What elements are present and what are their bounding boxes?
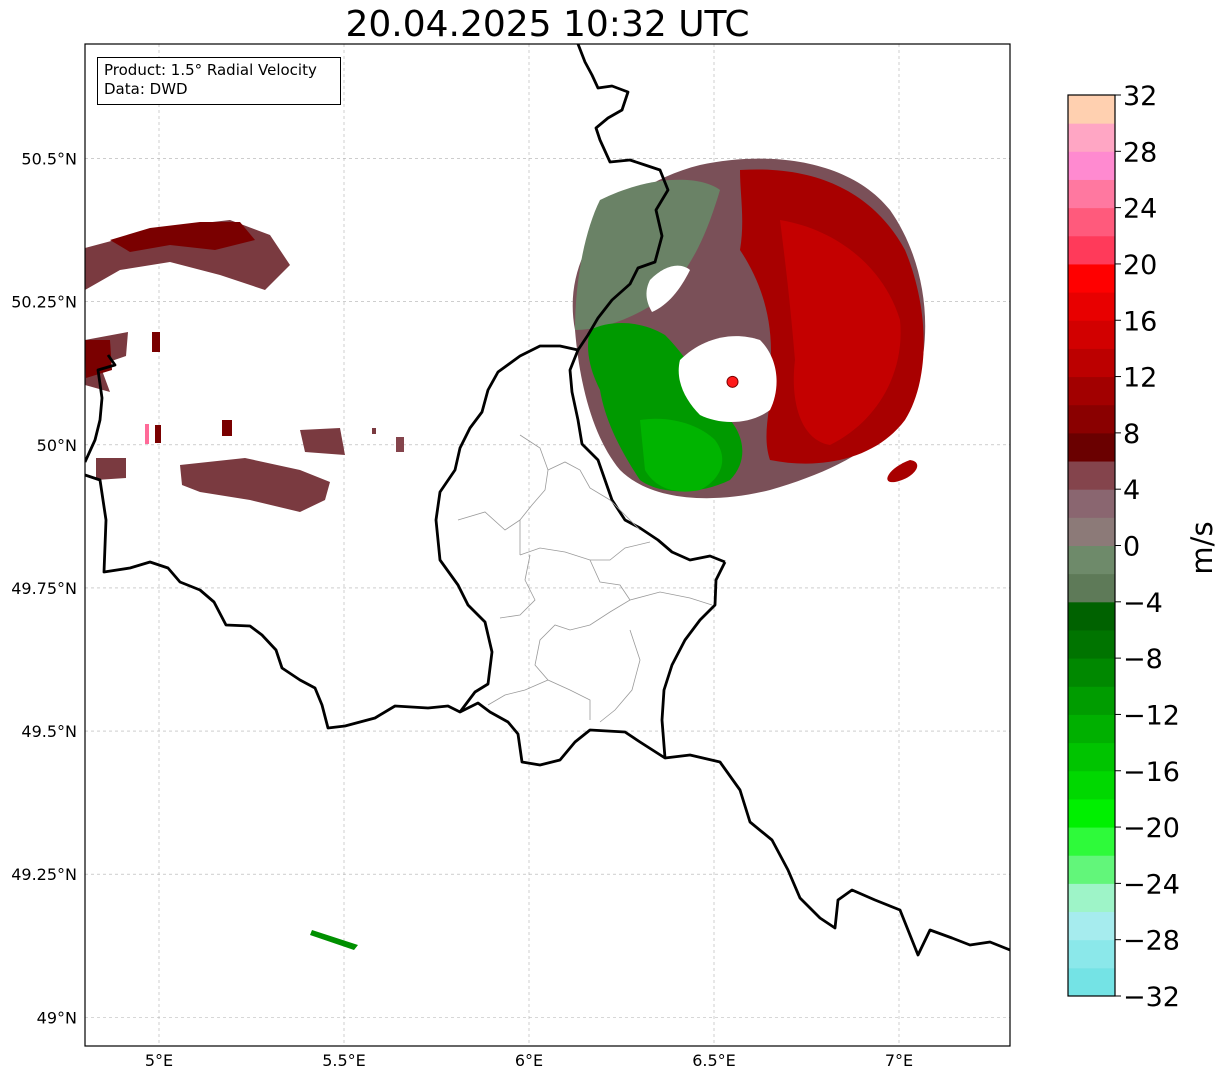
colorbar-swatch	[1068, 939, 1115, 969]
map-title: 20.04.2025 10:32 UTC	[345, 4, 750, 45]
colorbar-tick-label: −8	[1123, 644, 1163, 675]
colorbar-swatch	[1068, 123, 1115, 152]
info-box: Product: 1.5° Radial Velocity Data: DWD	[97, 57, 341, 105]
colorbar-tick-label: 28	[1123, 137, 1157, 168]
info-data-source: Data: DWD	[104, 80, 188, 98]
colorbar-swatch	[1068, 348, 1115, 378]
colorbar-tick-labels: 32 28 24 20 16 12 8 4 0 −4 −8 −12 −16 −20 −24 −28 −32	[1115, 81, 1180, 1013]
colorbar-swatch	[1068, 235, 1115, 265]
colorbar-swatch	[1068, 207, 1115, 237]
colorbar-swatch	[1068, 376, 1115, 406]
colorbar-tick-label: −20	[1123, 813, 1180, 844]
lon-tick-labels: 5°E 5.5°E 6°E 6.5°E 7°E	[145, 1051, 913, 1070]
colorbar-swatch	[1068, 855, 1115, 884]
colorbar-swatch	[1068, 489, 1115, 518]
colorbar-swatch	[1068, 432, 1115, 462]
lat-tick-label: 50.25°N	[11, 293, 77, 312]
colorbar-swatch	[1068, 545, 1115, 575]
colorbar-tick-label: −24	[1123, 869, 1180, 900]
colorbar-swatch	[1068, 517, 1115, 546]
colorbar-swatch	[1068, 320, 1115, 349]
radar-echo-west	[85, 220, 404, 950]
lon-tick-label: 5°E	[145, 1051, 173, 1070]
colorbar-tick-label: 32	[1123, 81, 1157, 112]
colorbar-swatch	[1068, 911, 1115, 941]
colorbar-tick-label: 0	[1123, 532, 1140, 563]
colorbar-swatch	[1068, 686, 1115, 715]
colorbar-swatch	[1068, 714, 1115, 744]
info-product: Product: 1.5° Radial Velocity	[104, 61, 317, 79]
colorbar-swatch	[1068, 827, 1115, 856]
colorbar-swatch	[1068, 404, 1115, 434]
colorbar-tick-label: −12	[1123, 700, 1180, 731]
colorbar-swatch	[1068, 573, 1115, 603]
colorbar: 32 28 24 20 16 12 8 4 0 −4 −8 −12 −16 −20 −24 −28 −32 m/…	[1067, 81, 1219, 1013]
lat-tick-label: 49.25°N	[11, 865, 77, 884]
colorbar-unit-label: m/s	[1185, 521, 1219, 574]
colorbar-tick-label: −4	[1123, 588, 1163, 619]
lat-tick-labels: 50.5°N 50.25°N 50°N 49.75°N 49.5°N 49.25°N 49°…	[11, 150, 77, 1028]
colorbar-tick-label: −16	[1123, 757, 1180, 788]
lat-tick-label: 50°N	[37, 436, 77, 455]
lon-tick-label: 7°E	[885, 1051, 913, 1070]
colorbar-swatch	[1068, 263, 1115, 293]
colorbar-swatch	[1068, 883, 1115, 913]
colorbar-tick-label: 24	[1123, 194, 1157, 225]
colorbar-swatch	[1068, 967, 1115, 997]
colorbar-tick-label: 20	[1123, 250, 1157, 281]
lat-tick-label: 50.5°N	[21, 150, 77, 169]
lon-tick-label: 6°E	[515, 1051, 543, 1070]
radar-site-marker	[726, 375, 739, 388]
colorbar-tick-label: −28	[1123, 926, 1180, 957]
colorbar-tick-label: 8	[1123, 419, 1140, 450]
colorbar-swatch	[1068, 95, 1115, 124]
colorbar-swatch	[1068, 151, 1115, 180]
lat-tick-label: 49°N	[37, 1008, 77, 1027]
radar-echoes	[85, 158, 926, 950]
colorbar-swatch	[1068, 629, 1115, 659]
radar-echo-main	[572, 158, 926, 499]
lat-tick-label: 49.5°N	[21, 722, 77, 741]
colorbar-swatch	[1068, 742, 1115, 772]
colorbar-swatch	[1068, 292, 1115, 321]
country-borders	[85, 44, 1010, 957]
colorbar-swatch	[1068, 461, 1115, 490]
lon-tick-label: 5.5°E	[322, 1051, 366, 1070]
colorbar-tick-label: −32	[1123, 982, 1180, 1013]
colorbar-swatch	[1068, 770, 1115, 800]
colorbar-tick-label: 4	[1123, 475, 1140, 506]
colorbar-swatch	[1068, 798, 1115, 828]
lat-tick-label: 49.75°N	[11, 579, 77, 598]
map-frame	[84, 43, 1011, 1047]
district-lines	[457, 434, 713, 723]
colorbar-tick-label: 12	[1123, 363, 1157, 394]
colorbar-swatch	[1068, 179, 1115, 209]
colorbar-swatch	[1068, 601, 1115, 631]
colorbar-swatches	[1068, 95, 1115, 997]
lon-tick-label: 6.5°E	[692, 1051, 736, 1070]
colorbar-tick-label: 16	[1123, 306, 1157, 337]
colorbar-swatch	[1068, 658, 1115, 687]
